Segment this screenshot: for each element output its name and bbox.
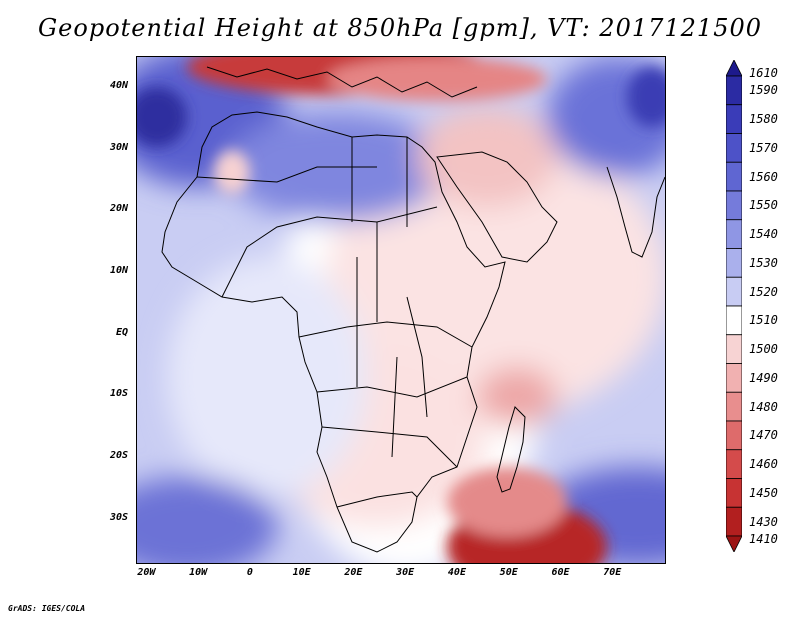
latitude-tick-label: 10N [109, 264, 128, 276]
colorbar-value-label: 1430 [749, 514, 778, 529]
height-shading [137, 57, 665, 563]
colorbar-segment [726, 305, 742, 336]
geopotential-field [137, 57, 665, 563]
colorbar-segment [726, 248, 742, 278]
longitude-tick-label: 10W [189, 567, 208, 578]
colorbar-value-label: 1480 [749, 399, 778, 414]
colorbar-value-label: 1450 [749, 485, 778, 500]
colorbar-segment [726, 161, 742, 192]
colorbar-value-label: 1550 [749, 198, 778, 213]
colorbar-value-label: 1570 [749, 140, 778, 155]
colorbar-value-label: 1520 [749, 284, 778, 299]
colorbar-segment [726, 133, 742, 163]
colorbar-segment [726, 363, 742, 393]
colorbar-value-label: 1460 [749, 457, 778, 472]
latitude-tick-label: 20S [109, 450, 128, 462]
colorbar-value-label: 1530 [749, 255, 778, 270]
latitude-tick-label: 30N [109, 141, 128, 153]
colorbar-segment [726, 190, 742, 221]
longitude-tick-label: 50E [499, 567, 518, 578]
colorbar-segment [726, 391, 742, 422]
colorbar-value-label: 1560 [749, 169, 778, 184]
longitude-tick-label: 10E [292, 567, 311, 578]
colorbar [726, 60, 742, 552]
latitude-tick-label: 10S [109, 388, 128, 400]
colorbar-value-label: 1510 [749, 313, 778, 328]
colorbar-value-label: 1410 [749, 532, 778, 547]
arabia-coastline [436, 151, 558, 263]
latitude-tick-label: 40N [109, 79, 128, 91]
colorbar-value-label: 1500 [749, 342, 778, 357]
india-coastline [606, 166, 665, 258]
colorbar-value-label: 1490 [749, 370, 778, 385]
latitude-tick-label: 30S [109, 511, 128, 523]
colorbar-value-label: 1580 [749, 112, 778, 127]
longitude-tick-label: 70E [603, 567, 622, 578]
colorbar-min-arrow [726, 535, 742, 552]
colorbar-segment [726, 478, 742, 508]
colorbar-max-arrow [726, 60, 742, 77]
longitude-tick-label: 30E [396, 567, 415, 578]
colorbar-segment [726, 506, 742, 537]
colorbar-segment [726, 104, 742, 134]
colorbar-segment [726, 219, 742, 249]
colorbar-segment [726, 420, 742, 451]
longitude-tick-label: 40E [447, 567, 466, 578]
colorbar-value-label: 1470 [749, 428, 778, 443]
chart-title: Geopotential Height at 850hPa [gpm], VT:… [38, 14, 762, 42]
latitude-tick-label: 20N [109, 203, 128, 215]
madagascar-coastline [496, 406, 526, 493]
colorbar-value-label: 1590 [749, 83, 778, 98]
southern-europe-coastline [206, 66, 478, 98]
longitude-tick-label: 60E [551, 567, 570, 578]
colorbar-value-label: 1540 [749, 227, 778, 242]
colorbar-segment [726, 75, 742, 106]
credit-footer: GrADS: IGES/COLA [8, 604, 86, 613]
coastlines-and-borders [161, 66, 665, 553]
longitude-tick-label: 20W [137, 567, 156, 578]
colorbar-segment [726, 449, 742, 479]
colorbar-value-label: 1610 [749, 65, 778, 80]
colorbar-segment [726, 276, 742, 307]
colorbar-segment [726, 334, 742, 364]
longitude-tick-label: 0 [246, 567, 253, 578]
map-plot-area [136, 56, 666, 564]
longitude-tick-label: 20E [344, 567, 363, 578]
latitude-tick-label: EQ [115, 326, 128, 338]
